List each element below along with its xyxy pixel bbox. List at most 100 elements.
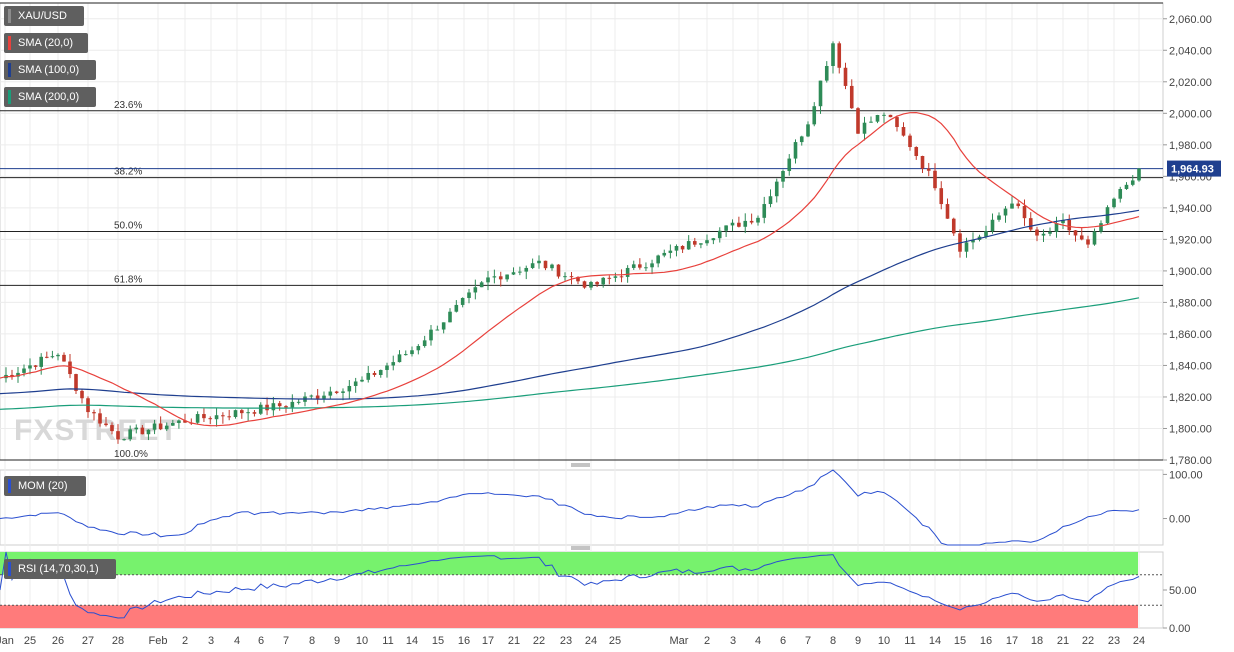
candle-body [183, 420, 187, 423]
candle-body [435, 329, 440, 331]
price-tick-label: 2,020.00 [1169, 77, 1212, 89]
candle-body [10, 374, 14, 377]
candle-body [787, 158, 792, 172]
candle-body [1086, 239, 1090, 245]
x-axis-label: 7 [283, 635, 289, 647]
x-axis-label: 15 [954, 635, 966, 647]
legend-sma100[interactable]: SMA (100,0) [4, 60, 96, 80]
sma-20-line [0, 111, 1140, 427]
candle-body [613, 276, 618, 278]
candle-body [454, 304, 459, 312]
legend-mom[interactable]: MOM (20) [4, 476, 86, 496]
legend-rsi[interactable]: RSI (14,70,30,1) [4, 559, 116, 579]
legend-label: XAU/USD [18, 10, 67, 22]
candle-body [692, 241, 697, 245]
candle-body [997, 215, 1001, 220]
legend-sma200[interactable]: SMA (200,0) [4, 87, 96, 107]
candle-body [1067, 219, 1072, 231]
candle-body [1022, 206, 1027, 219]
candle-body [556, 264, 561, 277]
legend-sma20[interactable]: SMA (20,0) [4, 33, 88, 53]
candle-body [537, 260, 541, 264]
candle-body [486, 277, 490, 283]
price-tick-label: 1,820.00 [1169, 392, 1212, 404]
candle-body [110, 425, 114, 432]
candle-body [530, 263, 535, 268]
candle-body [569, 276, 574, 278]
candle-body [920, 156, 925, 169]
candle-body [589, 282, 593, 288]
candle-body [16, 372, 20, 377]
candle-body [601, 277, 606, 285]
candle-body [1041, 233, 1046, 236]
x-axis-label: 22 [533, 635, 545, 647]
candle-body [705, 240, 709, 244]
legend-label: MOM (20) [18, 480, 68, 492]
candle-body [492, 276, 497, 278]
fibonacci-label: 0.0% [114, 0, 137, 3]
candle-body [391, 362, 396, 366]
x-axis-label: 6 [780, 635, 786, 647]
candle-body [595, 282, 599, 285]
fibonacci-label: 38.2% [114, 167, 142, 178]
candle-body [849, 85, 854, 109]
legend-xauusd[interactable]: XAU/USD [4, 6, 84, 26]
x-axis-label: 16 [458, 635, 470, 647]
candle-body [1079, 235, 1084, 240]
candle-body [582, 281, 587, 288]
candle-body [1092, 231, 1097, 245]
x-axis-label: 11 [904, 635, 915, 647]
candle-body [498, 276, 503, 280]
legend-swatch [8, 562, 11, 576]
candle-body [888, 114, 893, 118]
candle-body [246, 412, 250, 414]
x-axis-label: 27 [82, 635, 94, 647]
x-axis-label: 21 [508, 635, 520, 647]
candle-body [1124, 184, 1129, 190]
candle-body [895, 117, 899, 128]
candle-body [964, 242, 969, 252]
candle-body [939, 188, 944, 205]
candle-body [933, 170, 937, 189]
candle-body [793, 142, 798, 159]
candle-body [756, 217, 760, 223]
x-axis-label: 9 [334, 635, 340, 647]
candle-body [1118, 189, 1123, 199]
fxstreet-watermark: FXSTREET [14, 414, 179, 447]
candle-body [668, 250, 673, 253]
candle-body [781, 171, 785, 182]
candle-body [662, 252, 667, 256]
price-tick-label: 1,780.00 [1169, 455, 1212, 467]
candle-body [397, 354, 402, 363]
price-tick-label: 1,880.00 [1169, 297, 1212, 309]
candle-body [366, 372, 371, 380]
x-axis-label: 24 [1133, 635, 1145, 647]
candle-body [28, 365, 32, 369]
candle-body [511, 272, 516, 275]
price-tick-label: 1,840.00 [1169, 360, 1212, 372]
candle-body [914, 147, 919, 157]
price-tick-label: 1,920.00 [1169, 234, 1212, 246]
sma-100-line [0, 209, 1140, 400]
candle-body [524, 267, 529, 272]
price-tick-label: 1,940.00 [1169, 203, 1212, 215]
price-tick-label: 1,860.00 [1169, 329, 1212, 341]
candle-body [296, 401, 301, 403]
price-tick-label: 1,900.00 [1169, 266, 1212, 278]
candle-body [856, 108, 860, 134]
candle-body [309, 395, 314, 397]
mom-tick-label: 0.00 [1169, 514, 1190, 526]
candle-body [258, 404, 263, 414]
x-axis-label: 23 [560, 635, 572, 647]
candle-body [1048, 231, 1052, 234]
candle-body [164, 425, 169, 430]
candle-body [1010, 203, 1014, 209]
candle-body [473, 287, 478, 293]
candle-body [45, 356, 49, 358]
x-axis-label: 4 [755, 635, 761, 647]
candle-body [403, 354, 408, 356]
x-axis-label: Feb [149, 635, 168, 647]
candle-body [277, 403, 282, 407]
candle-body [908, 135, 912, 148]
candle-body [674, 246, 679, 251]
